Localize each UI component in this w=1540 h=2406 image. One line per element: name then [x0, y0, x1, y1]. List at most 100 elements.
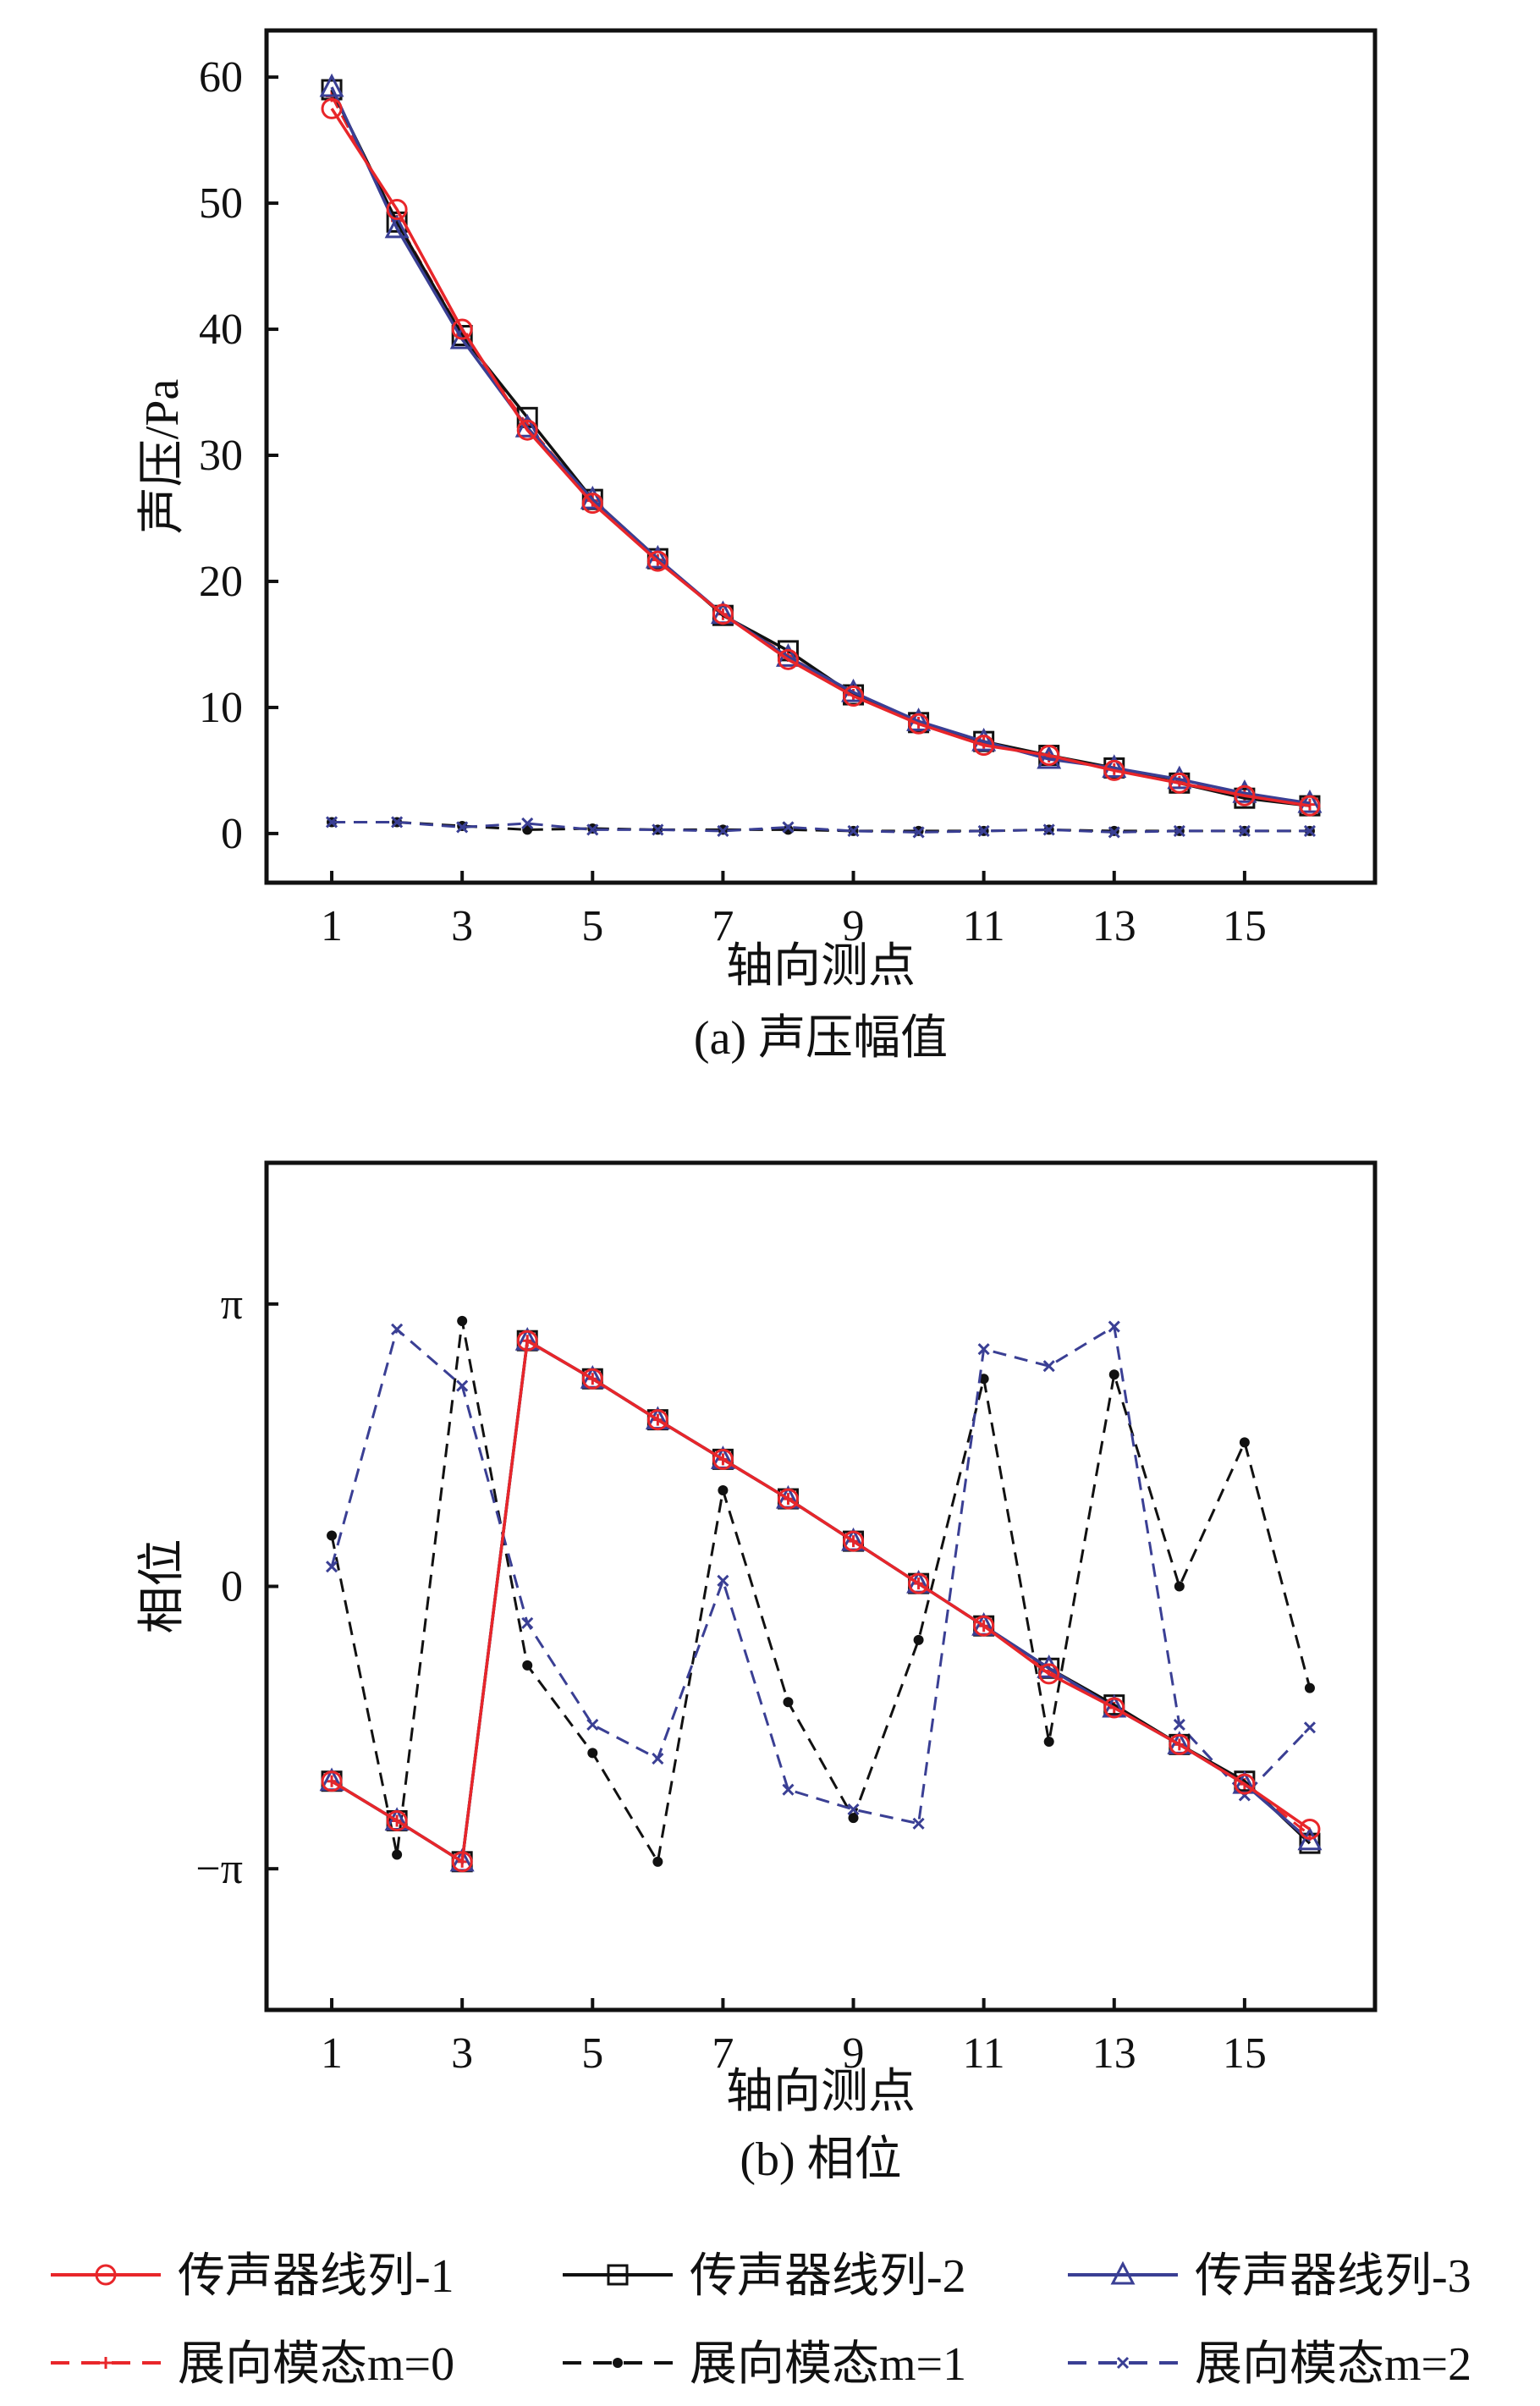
data-point	[908, 1572, 930, 1594]
data-point	[847, 824, 860, 837]
data-point	[912, 1817, 925, 1830]
data-point	[712, 603, 734, 625]
data-point	[587, 1748, 598, 1759]
data-point	[521, 1616, 534, 1629]
y-tick-label: 60	[199, 53, 243, 102]
data-point	[321, 1770, 343, 1792]
data-point	[319, 73, 344, 97]
data-point	[391, 816, 404, 829]
series-line-6	[332, 820, 1310, 834]
data-point	[392, 1849, 403, 1860]
y-tick-label: 40	[199, 306, 243, 354]
plot-frame	[264, 1160, 1378, 2012]
legend-marker	[1116, 2356, 1130, 2370]
x-tick-label: 1	[321, 902, 343, 950]
data-point	[977, 1343, 990, 1356]
x-tick-label: 15	[1223, 2029, 1267, 2078]
data-point	[973, 1615, 995, 1637]
data-point	[1234, 785, 1256, 807]
legend-label-1: 传声器线列-1	[178, 2250, 454, 2303]
data-point	[321, 97, 343, 119]
x-tick-label: 7	[712, 2029, 734, 2078]
data-point	[1303, 1721, 1317, 1734]
legend-marker	[95, 2264, 117, 2286]
data-point	[522, 1660, 533, 1671]
data-point	[977, 824, 990, 837]
x-tick-label: 1	[321, 2029, 343, 2078]
x-tick-label: 5	[581, 902, 603, 950]
y-tick-label: −π	[195, 1845, 243, 1893]
data-point	[1167, 765, 1192, 790]
y-tick-label: 20	[199, 558, 243, 606]
x-tick-label: 9	[843, 902, 865, 950]
x-axis-label: 轴向测点	[726, 2066, 916, 2118]
y-tick-label: π	[221, 1280, 243, 1329]
x-tick-label: 11	[963, 902, 1005, 950]
data-point	[1169, 1733, 1191, 1755]
data-point	[581, 493, 603, 515]
data-point	[652, 1856, 663, 1867]
y-tick-label: 50	[199, 179, 243, 228]
x-axis-label: 轴向测点	[726, 940, 916, 993]
data-point	[912, 826, 925, 839]
data-point	[1169, 772, 1191, 794]
data-point	[386, 1809, 408, 1831]
series-line-5	[330, 1320, 1312, 1866]
data-point	[971, 727, 997, 752]
data-point	[521, 817, 534, 830]
legend-marker	[613, 2358, 623, 2368]
series-line-1	[330, 107, 1311, 807]
legend-label-6: 展向模态m=2	[1195, 2338, 1471, 2391]
data-point	[451, 1851, 473, 1873]
series-line-4	[330, 95, 1311, 807]
x-tick-label: 13	[1092, 2029, 1136, 2078]
data-point	[514, 413, 540, 438]
data-point	[848, 1813, 859, 1824]
data-point	[1173, 824, 1185, 837]
data-point	[782, 821, 795, 834]
data-point	[973, 735, 995, 757]
data-point	[712, 1448, 734, 1470]
y-tick-label: 0	[221, 1563, 243, 1611]
data-point	[841, 678, 866, 702]
x-tick-label: 13	[1092, 902, 1136, 950]
data-point	[1297, 789, 1323, 813]
y-axis-label: 相位	[136, 1539, 189, 1634]
data-point	[456, 821, 469, 834]
data-point	[646, 1409, 668, 1431]
legend-label-2: 传声器线列-2	[690, 2250, 966, 2303]
data-point	[1238, 824, 1251, 837]
data-point	[777, 648, 799, 670]
data-point	[1038, 745, 1060, 767]
data-point	[386, 199, 408, 221]
data-point	[652, 1752, 664, 1765]
series-line-2	[330, 89, 1311, 807]
legend-label-3: 传声器线列-3	[1195, 2250, 1471, 2303]
data-point	[325, 816, 338, 829]
series-line-6	[330, 1324, 1312, 1825]
data-point	[782, 1783, 795, 1796]
legend-marker	[607, 2264, 629, 2286]
data-point	[1303, 824, 1317, 837]
x-tick-label: 7	[712, 902, 734, 950]
data-point	[646, 550, 668, 572]
data-point	[1299, 795, 1321, 817]
data-point	[652, 823, 664, 836]
data-point	[1232, 779, 1257, 803]
data-point	[1103, 759, 1125, 781]
legend-label-5: 展向模态m=1	[690, 2338, 966, 2391]
plot-frame	[264, 28, 1378, 885]
data-point	[325, 1561, 338, 1573]
data-point	[1234, 1773, 1256, 1795]
chart-caption: (b) 相位	[740, 2133, 901, 2186]
series-line-4	[331, 1338, 1311, 1864]
series-line-2	[331, 1338, 1312, 1864]
y-axis-label: 声压/Pa	[136, 379, 189, 535]
data-point	[1038, 1663, 1060, 1685]
data-point	[1108, 1320, 1120, 1333]
data-point	[391, 1323, 404, 1335]
data-point	[1173, 1718, 1185, 1732]
